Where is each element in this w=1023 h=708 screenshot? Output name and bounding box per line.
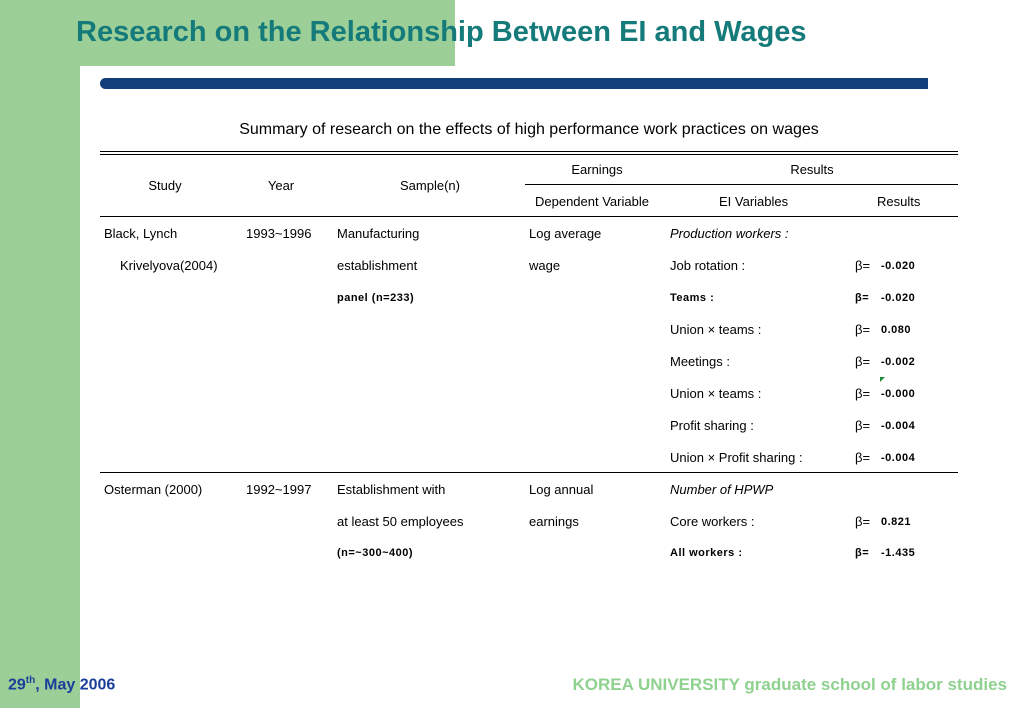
row1-sample-line1: Manufacturing [337,226,420,241]
header-study: Study [148,178,182,193]
row1-var-label: Meetings : [670,354,730,369]
footer-date-suffix: th [25,675,36,686]
row1-beta-symbol: β= [855,292,870,304]
header-bottom-rule [100,216,958,217]
header-sample: Sample(n) [400,178,460,193]
row2-var-label: All workers : [670,547,743,559]
row2-beta-symbol: β= [855,547,870,559]
row1-beta-symbol: β= [855,418,871,433]
footer-date-rest: , May 2006 [35,676,116,694]
row1-var-label: Profit sharing : [670,418,754,433]
row1-var-label: Job rotation : [670,258,746,273]
header-results: Results [877,194,921,209]
row1-var-label: Union × Profit sharing : [670,450,803,465]
table-top-rule-1 [100,151,958,152]
row1-beta-symbol: β= [855,322,871,337]
row1-beta-value: -0.020 [881,260,916,272]
row1-var-label: Union × teams : [670,322,762,337]
row1-beta-value: -0.000 [881,388,916,400]
row-divider-rule [100,472,958,473]
header-year: Year [267,178,295,193]
row1-group-label: Production workers : [670,226,789,241]
table-caption: Summary of research on the effects of hi… [239,121,819,138]
row2-sample-line1: Establishment with [337,482,446,497]
row2-study: Osterman (2000) [104,482,203,497]
footer-organization: KOREA UNIVERSITY graduate school of labo… [572,675,1007,694]
row1-sample-line2: establishment [337,258,418,273]
row2-dependent-line2: earnings [529,514,579,529]
header-dependent-variable: Dependent Variable [535,194,649,209]
row1-dependent-line2: wage [529,258,561,273]
row1-beta-value: -0.004 [881,420,916,432]
row1-var-label: Union × teams : [670,386,762,401]
footer-date-day: 29 [8,676,26,694]
green-title-band [0,0,455,66]
title-underline-bar [100,78,928,89]
row2-beta-value: 0.821 [881,516,912,528]
row1-beta-value: 0.080 [881,324,912,336]
row1-year: 1993~1996 [246,226,312,241]
row2-var-label: Core workers : [670,514,755,529]
slide-title: Research on the Relationship Between EI … [76,16,807,48]
row2-year: 1992~1997 [246,482,312,497]
row2-sample-line2: at least 50 employees [337,514,464,529]
row1-beta-value: -0.020 [881,292,916,304]
header-results-group: Results [790,162,834,177]
table-top-rule-2 [100,154,958,155]
row1-beta-value: -0.004 [881,452,916,464]
row2-dependent-line1: Log annual [529,482,594,497]
row1-beta-symbol: β= [855,450,871,465]
header-ei-variables: EI Variables [719,194,789,209]
row1-beta-symbol: β= [855,354,871,369]
row1-study-line1: Black, Lynch [104,226,178,241]
row2-group-label: Number of HPWP [670,482,774,497]
header-sub-rule [525,184,958,185]
row2-sample-line3: (n=~300~400) [337,547,414,559]
row1-study-line2: Krivelyova(2004) [120,258,218,273]
row2-beta-value: -1.435 [881,547,916,559]
row1-var-label: Teams : [670,292,715,304]
row1-sample-line3: panel (n=233) [337,292,415,304]
footer-date: 29th, May 2006 [8,675,115,694]
row1-beta-symbol: β= [855,258,871,273]
green-side-panel [0,0,80,708]
row1-beta-symbol: β= [855,386,871,401]
row1-beta-value: -0.002 [881,356,916,368]
green-tick-mark [880,377,885,382]
row1-dependent-line1: Log average [529,226,602,241]
row2-beta-symbol: β= [855,514,871,529]
header-earnings: Earnings [571,162,623,177]
